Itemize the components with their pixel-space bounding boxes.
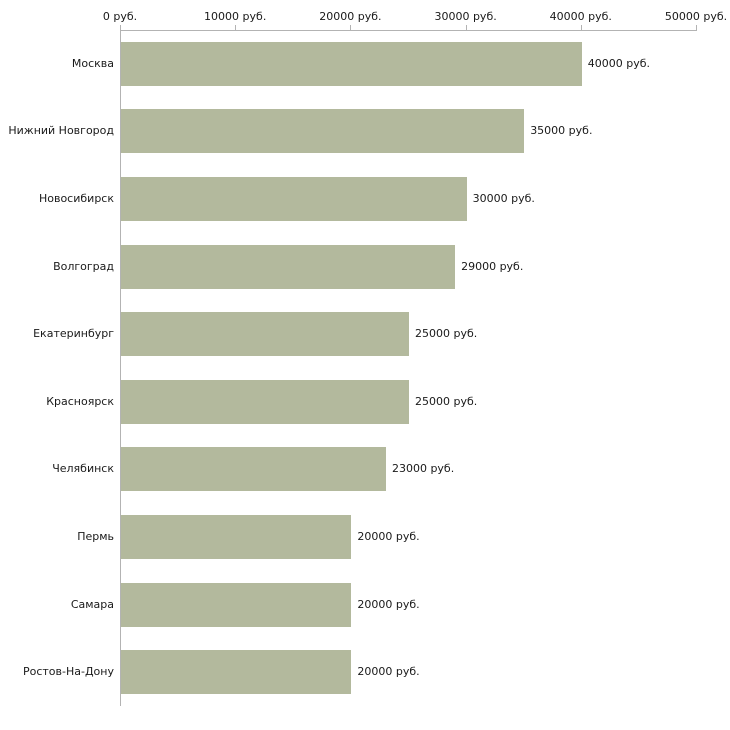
bar-value-label: 20000 руб. <box>357 597 420 611</box>
bar <box>121 41 582 86</box>
x-tick-label: 30000 руб. <box>434 10 497 23</box>
bar-value-label: 25000 руб. <box>415 394 478 408</box>
bar-value-label: 40000 руб. <box>587 56 651 70</box>
bar-value-label: 35000 руб. <box>530 124 593 138</box>
category-label: Челябинск <box>52 462 114 476</box>
bar-value-label: 25000 руб. <box>415 327 478 341</box>
x-axis <box>120 30 697 31</box>
x-tick-label: 10000 руб. <box>204 10 267 23</box>
x-tick-label: 50000 руб. <box>664 10 728 23</box>
bar <box>121 177 467 221</box>
x-tick <box>580 25 582 30</box>
category-label: Ростов-На-Дону <box>22 665 114 679</box>
category-label: Екатеринбург <box>33 327 114 341</box>
x-tick <box>696 25 697 30</box>
category-label: Москва <box>71 56 114 70</box>
x-tick <box>350 25 352 30</box>
bar-value-label: 20000 руб. <box>357 530 420 543</box>
x-tick <box>465 25 467 30</box>
x-tick <box>235 25 237 30</box>
x-tick-label: 0 руб. <box>102 10 138 23</box>
bar <box>121 244 456 289</box>
bar <box>121 379 409 424</box>
y-axis <box>120 30 121 706</box>
category-label: Самара <box>70 597 114 611</box>
bar-value-label: 20000 руб. <box>357 665 420 679</box>
bar-value-label: 30000 руб. <box>472 192 535 205</box>
category-label: Пермь <box>77 530 114 543</box>
bar <box>121 650 352 695</box>
bar <box>121 582 352 627</box>
category-label: Нижний Новгород <box>8 124 114 138</box>
bar <box>121 109 525 154</box>
x-tick <box>120 25 121 30</box>
bar-value-label: 23000 руб. <box>391 462 455 476</box>
bar <box>121 515 352 559</box>
category-label: Красноярск <box>46 394 114 408</box>
x-tick-label: 40000 руб. <box>549 10 612 23</box>
category-label: Волгоград <box>53 259 114 273</box>
category-label: Новосибирск <box>38 192 114 205</box>
bar <box>121 447 386 492</box>
bar <box>121 312 409 357</box>
bar-value-label: 29000 руб. <box>461 259 524 273</box>
x-tick-label: 20000 руб. <box>319 10 382 23</box>
